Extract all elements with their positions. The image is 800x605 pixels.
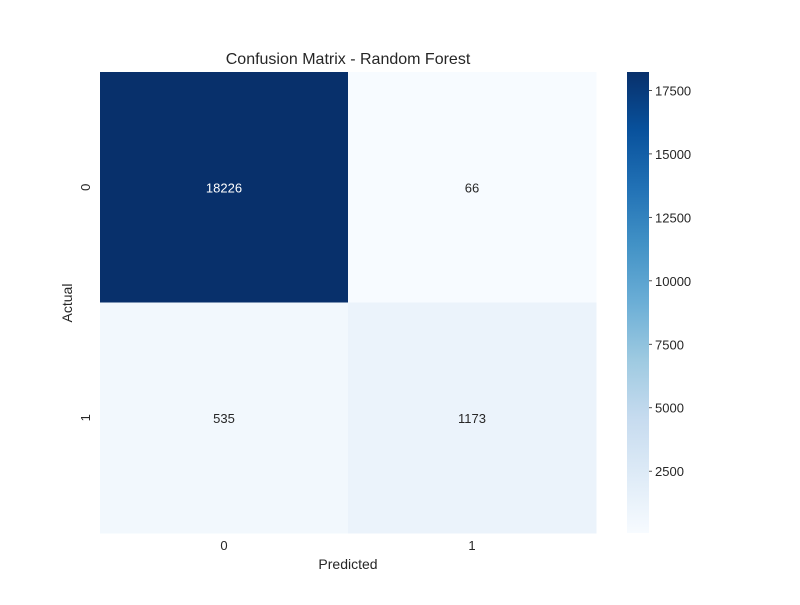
heatmap-cells bbox=[100, 72, 597, 534]
cell-value-label-1-0: 535 bbox=[213, 411, 235, 426]
colorbar-tick-labels: 2500 5000 7500 10000 12500 15000 17500 bbox=[649, 83, 691, 479]
colorbar-tick-label: 5000 bbox=[655, 401, 684, 416]
cell-value-label-1-1: 1173 bbox=[458, 411, 486, 426]
chart-title: Confusion Matrix - Random Forest bbox=[226, 51, 471, 68]
y-tick-label: 0 bbox=[78, 184, 93, 191]
x-axis-label: Predicted bbox=[318, 556, 377, 572]
colorbar-tick-label: 7500 bbox=[655, 337, 684, 352]
colorbar-tick-label: 10000 bbox=[655, 274, 691, 289]
colorbar-tick-label: 17500 bbox=[655, 83, 691, 98]
y-tick-labels: 01 bbox=[78, 184, 93, 422]
heatmap-cell-labels: 18226 66 535 1173 bbox=[206, 180, 486, 426]
heatmap-cell-0-0 bbox=[100, 72, 349, 303]
colorbar-tick-label: 12500 bbox=[655, 210, 691, 225]
x-tick-label: 1 bbox=[468, 538, 475, 553]
y-tick-label: 1 bbox=[78, 414, 93, 421]
colorbar bbox=[627, 72, 649, 533]
cell-value-label-0-1: 66 bbox=[465, 180, 479, 195]
heatmap-cell-1-1 bbox=[348, 302, 597, 534]
y-axis-label: Actual bbox=[59, 284, 75, 323]
heatmap-cell-1-0 bbox=[100, 302, 349, 534]
cell-value-label-0-0: 18226 bbox=[206, 180, 242, 195]
colorbar-tick-label: 2500 bbox=[655, 464, 684, 479]
colorbar-tick-label: 15000 bbox=[655, 147, 691, 162]
x-tick-label: 0 bbox=[220, 538, 227, 553]
heatmap-cell-0-1 bbox=[348, 72, 597, 303]
